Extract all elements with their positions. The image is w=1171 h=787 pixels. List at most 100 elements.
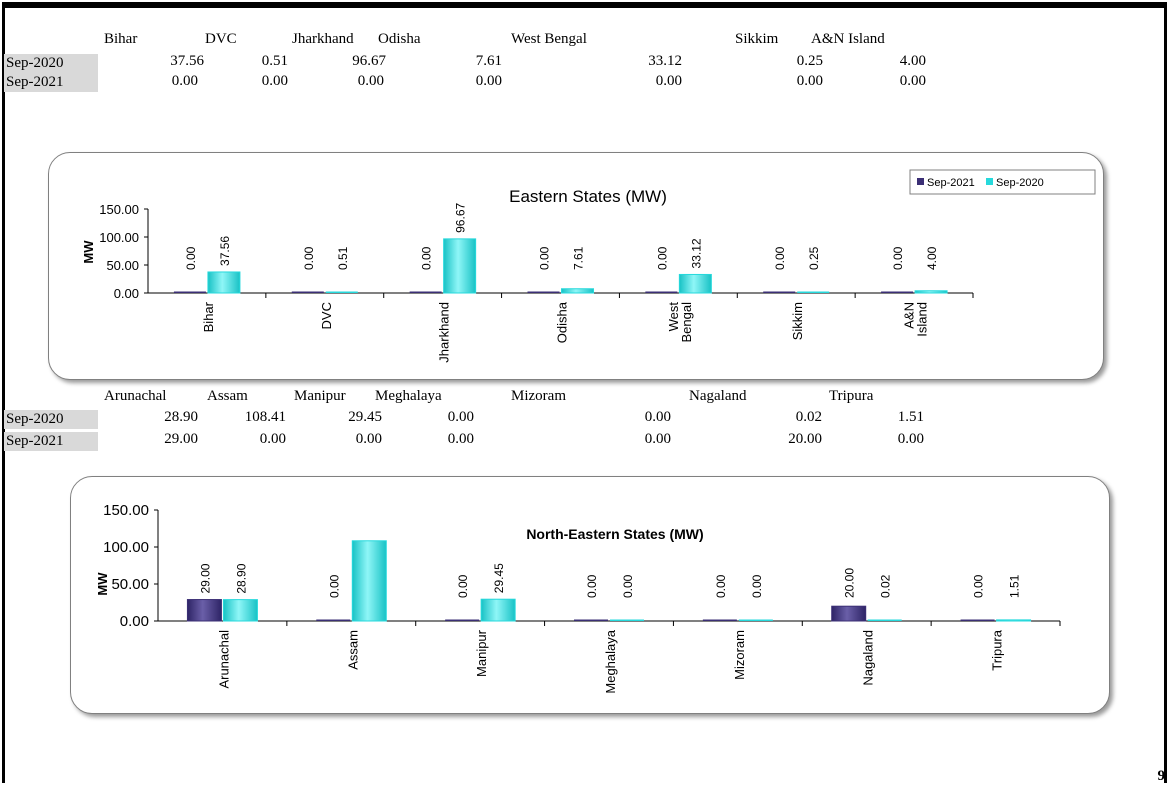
col-header: Jharkhand xyxy=(292,31,354,47)
col-header: Odisha xyxy=(378,31,421,47)
bar-sep-2021 xyxy=(960,619,995,621)
data-label: 1.51 xyxy=(1008,574,1022,598)
category-label: Sikkim xyxy=(790,302,805,340)
table-cell: 0.02 xyxy=(795,409,822,425)
y-tick-label: 0.00 xyxy=(120,613,149,630)
table-cell: 0.51 xyxy=(261,53,288,69)
col-header: Nagaland xyxy=(689,388,747,404)
category-label: Bihar xyxy=(201,301,216,332)
data-label: 37.56 xyxy=(218,236,232,266)
data-label: 0.00 xyxy=(773,246,787,270)
y-tick-label: 100.00 xyxy=(103,539,149,556)
bar-sep-2021 xyxy=(445,619,480,621)
data-label: 0.00 xyxy=(456,574,470,598)
data-label: 0.00 xyxy=(621,574,635,598)
data-label: 7.61 xyxy=(572,246,586,270)
category-label: West xyxy=(666,302,681,332)
table-cell: 29.45 xyxy=(348,409,382,425)
col-header: Bihar xyxy=(104,31,138,47)
data-label: 4.00 xyxy=(925,246,939,270)
data-label: 0.02 xyxy=(879,574,893,598)
col-header: Assam xyxy=(207,388,248,404)
col-header: Arunachal xyxy=(104,388,167,404)
category-label: Manipur xyxy=(474,629,489,677)
bar-sep-2020 xyxy=(207,271,241,294)
col-header: A&N Island xyxy=(811,31,885,47)
col-header: Meghalaya xyxy=(375,388,442,404)
col-header: West Bengal xyxy=(511,31,587,47)
table-cell: 29.00 xyxy=(164,431,198,447)
data-label: 33.12 xyxy=(689,238,703,268)
legend-label: Sep-2021 xyxy=(927,177,975,189)
bar-sep-2020 xyxy=(222,599,258,622)
table-cell: 0.00 xyxy=(899,73,926,89)
table-cell: 4.00 xyxy=(899,53,926,69)
table-cell: 7.61 xyxy=(475,53,502,69)
table-cell: 0.00 xyxy=(259,431,286,447)
category-label: A&N xyxy=(902,302,917,329)
table-cell: 0.00 xyxy=(897,431,924,447)
category-label: Meghalaya xyxy=(603,629,618,693)
bar-sep-2020 xyxy=(914,290,948,294)
bar-sep-2021 xyxy=(881,291,914,293)
data-label: 0.25 xyxy=(807,246,821,270)
bar-sep-2021 xyxy=(291,291,324,293)
table-cell: 20.00 xyxy=(788,431,822,447)
y-axis-label: MW xyxy=(95,572,110,596)
legend-swatch-sep-2020 xyxy=(986,178,993,185)
y-tick-label: 100.00 xyxy=(99,230,139,245)
legend-swatch-sep-2021 xyxy=(917,178,924,185)
table-cell: 0.00 xyxy=(447,431,474,447)
table-cell: 0.00 xyxy=(261,73,288,89)
table-cell: 0.00 xyxy=(171,73,198,89)
table-cell: 28.90 xyxy=(164,409,198,425)
data-label: 0.51 xyxy=(336,246,350,270)
y-tick-label: 150.00 xyxy=(99,202,139,217)
data-label: 29.00 xyxy=(198,563,212,593)
bar-sep-2021 xyxy=(831,605,867,622)
row-label: Sep-2021 xyxy=(4,73,98,92)
data-label: 0.00 xyxy=(538,246,552,270)
table-cell: 0.00 xyxy=(655,73,682,89)
bar-sep-2020 xyxy=(325,291,358,293)
bar-sep-2020 xyxy=(797,291,830,293)
table-cell: 0.00 xyxy=(644,409,671,425)
col-header: Manipur xyxy=(294,388,346,404)
y-tick-label: 50.00 xyxy=(111,576,149,593)
category-label: Jharkhand xyxy=(437,302,452,363)
bar-sep-2020 xyxy=(738,619,773,621)
data-label: 0.00 xyxy=(655,246,669,270)
bar-sep-2021 xyxy=(645,291,678,293)
col-header: Mizoram xyxy=(511,388,566,404)
bar-sep-2020 xyxy=(996,619,1032,622)
bar-sep-2020 xyxy=(678,273,712,294)
bar-sep-2020 xyxy=(480,598,516,622)
bar-sep-2020 xyxy=(561,288,594,294)
data-label: 0.00 xyxy=(750,574,764,598)
category-label: Odisha xyxy=(555,301,570,343)
bar-sep-2021 xyxy=(173,291,206,293)
data-label: 0.00 xyxy=(714,574,728,598)
chart-title: Eastern States (MW) xyxy=(509,187,667,206)
y-tick-label: 0.00 xyxy=(114,286,139,301)
y-tick-label: 150.00 xyxy=(103,502,149,519)
bar-sep-2021 xyxy=(409,291,442,293)
north-eastern-chart: North-Eastern States (MW) 150.00 100.00 50.… xyxy=(95,502,1061,694)
bar-sep-2021 xyxy=(763,291,796,293)
data-label: 0.00 xyxy=(972,574,986,598)
col-header: Sikkim xyxy=(735,31,779,47)
row-label: Sep-2020 xyxy=(4,410,98,429)
data-label: 0.00 xyxy=(891,246,905,270)
bar-sep-2020 xyxy=(610,619,644,621)
category-label: Island xyxy=(915,302,930,337)
table-cell: 0.00 xyxy=(447,409,474,425)
data-label: 28.90 xyxy=(234,563,248,593)
legend-label: Sep-2020 xyxy=(996,177,1044,189)
table-cell: 96.67 xyxy=(352,53,386,69)
category-label: Bengal xyxy=(679,302,694,343)
y-axis-label: MW xyxy=(81,240,96,264)
data-label: 20.00 xyxy=(843,568,857,598)
bar-sep-2020 xyxy=(867,619,902,621)
table-cell: 33.12 xyxy=(648,53,682,69)
table-cell: 0.25 xyxy=(796,53,823,69)
